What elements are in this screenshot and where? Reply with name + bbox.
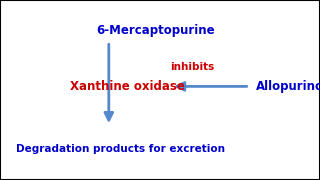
- Text: inhibits: inhibits: [170, 62, 214, 72]
- Text: Degradation products for excretion: Degradation products for excretion: [16, 144, 225, 154]
- Text: 6-Mercaptopurine: 6-Mercaptopurine: [96, 24, 215, 37]
- Text: Xanthine oxidase: Xanthine oxidase: [70, 80, 185, 93]
- Text: Allopurinol: Allopurinol: [256, 80, 320, 93]
